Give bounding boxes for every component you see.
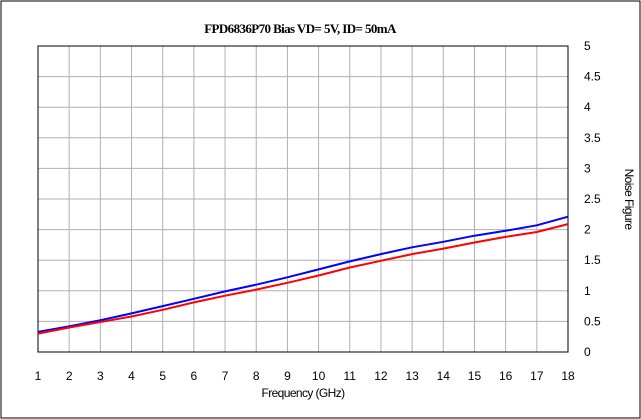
y-tick-label: 0: [584, 345, 591, 359]
x-tick-label: 5: [159, 369, 166, 383]
x-tick-label: 2: [66, 369, 73, 383]
x-tick-label: 18: [561, 369, 575, 383]
x-tick-label: 3: [97, 369, 104, 383]
y-tick-label: 3: [584, 161, 591, 175]
y-axis-ticks: 0 0.5 1 1.5 2 2.5 3 3.5 4 4.5 5: [584, 39, 601, 359]
y-tick-label: 1.5: [584, 253, 601, 267]
y-tick-label: 3.5: [584, 131, 601, 145]
x-tick-label: 9: [284, 369, 291, 383]
x-tick-label: 13: [405, 369, 419, 383]
y-tick-label: 2.5: [584, 192, 601, 206]
series-line-1: [37, 215, 569, 333]
x-tick-label: 8: [253, 369, 260, 383]
series-layer: [37, 215, 569, 335]
x-tick-label: 1: [35, 369, 42, 383]
x-tick-label: 6: [191, 369, 198, 383]
plot-area: [37, 45, 569, 353]
y-tick-label: 2: [584, 223, 591, 237]
x-tick-label: 14: [437, 369, 451, 383]
series-line-2: [37, 223, 569, 335]
y-tick-label: 4: [584, 100, 591, 114]
x-tick-label: 16: [499, 369, 513, 383]
x-tick-label: 12: [374, 369, 388, 383]
y-tick-label: 4.5: [584, 70, 601, 84]
x-tick-label: 11: [344, 369, 357, 383]
y-tick-label: 1: [584, 284, 591, 298]
x-tick-label: 17: [530, 369, 544, 383]
x-tick-label: 7: [222, 369, 229, 383]
x-tick-label: 4: [128, 369, 135, 383]
y-axis-label: Noise Figure: [622, 169, 636, 231]
x-tick-label: 15: [468, 369, 482, 383]
y-tick-label: 5: [584, 39, 591, 53]
x-axis-label: Frequency (GHz): [261, 386, 345, 400]
chart-title: FPD6836P70 Bias VD= 5V, ID= 50mA: [204, 21, 397, 36]
y-tick-label: 0.5: [584, 314, 601, 328]
x-tick-label: 10: [312, 369, 326, 383]
x-axis-ticks: 1 2 3 4 5 6 7 8 9 10 11 12 13 14 15 16 17 18: [35, 369, 575, 383]
